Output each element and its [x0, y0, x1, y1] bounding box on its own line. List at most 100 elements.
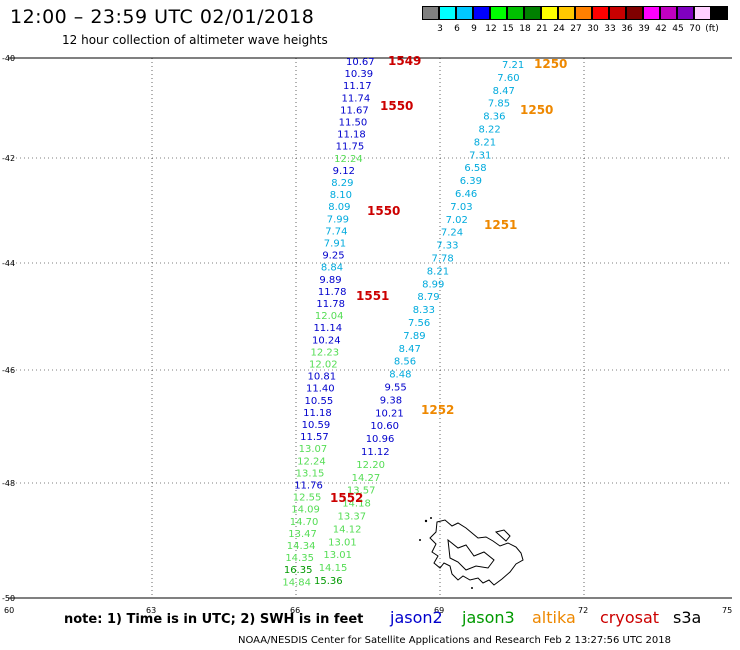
swh-observation: 8.36 — [483, 112, 505, 123]
color-scale-label: 24 — [553, 24, 565, 34]
orbit-labels: 1549 1550 1550 1551 1552 1250 1250 1251 1252 — [330, 54, 567, 505]
color-swatch — [677, 6, 694, 20]
swh-observation: 7.24 — [441, 228, 463, 239]
lon-label: 69 — [434, 606, 444, 615]
islet — [424, 519, 428, 523]
color-swatch — [660, 6, 677, 20]
swh-observation: 8.10 — [330, 190, 352, 201]
color-swatch — [626, 6, 643, 20]
color-swatch — [592, 6, 609, 20]
color-swatch — [490, 6, 507, 20]
map-subtitle: 12 hour collection of altimeter wave hei… — [62, 33, 328, 47]
swh-observation: 8.84 — [321, 263, 343, 274]
swh-observation: 12.23 — [310, 347, 339, 358]
orbit-number-label: 1250 — [520, 103, 553, 117]
color-swatch — [711, 6, 728, 20]
swh-observation: 13.01 — [323, 550, 352, 561]
swh-observation: 14.12 — [333, 524, 362, 535]
swh-observation: 8.48 — [389, 370, 411, 381]
swh-observation: 13.57 — [347, 486, 376, 497]
swh-observation: 12.02 — [309, 360, 338, 371]
island-peninsula — [494, 529, 511, 542]
swh-observation: 8.09 — [328, 202, 350, 213]
track-west: 10.6710.3911.1711.7411.6711.5011.1811.75… — [282, 57, 374, 588]
color-swatch — [643, 6, 660, 20]
footnote: note: 1) Time is in UTC; 2) SWH is in fe… — [64, 612, 364, 627]
swh-observation: 7.33 — [436, 241, 458, 252]
color-swatch — [473, 6, 490, 20]
color-swatch — [524, 6, 541, 20]
swh-observation: 10.96 — [366, 434, 395, 445]
swh-observation: 8.29 — [331, 178, 353, 189]
swh-observation: 8.21 — [427, 266, 449, 277]
swh-observation: 8.33 — [413, 305, 435, 316]
lon-label: 63 — [146, 606, 156, 615]
credit-line: NOAA/NESDIS Center for Satellite Applica… — [238, 635, 671, 646]
swh-observation: 9.25 — [322, 251, 344, 262]
track-east: 7.217.608.477.858.368.228.217.316.586.39… — [314, 60, 524, 587]
swh-observation: 10.60 — [370, 421, 399, 432]
swh-observation: 7.31 — [469, 150, 491, 161]
swh-observation: 11.14 — [313, 323, 342, 334]
lat-label: -40 — [2, 54, 15, 63]
swh-observation: 10.81 — [308, 372, 337, 383]
island-coastline — [429, 519, 524, 586]
swh-observation: 10.24 — [312, 335, 341, 346]
swh-observation: 7.02 — [446, 215, 468, 226]
swh-observation: 11.57 — [300, 432, 329, 443]
color-scale-label: 30 — [587, 24, 599, 34]
swh-observation: 13.47 — [288, 529, 317, 540]
swh-observation: 11.75 — [336, 142, 365, 153]
swh-observation: 7.78 — [432, 254, 454, 265]
swh-observation: 8.21 — [474, 137, 496, 148]
color-scale-label: 9 — [471, 24, 477, 34]
swh-observation: 9.89 — [319, 275, 341, 286]
swh-observation: 12.24 — [297, 456, 326, 467]
swh-observation: 6.58 — [464, 163, 486, 174]
swh-observation: 11.50 — [339, 118, 368, 129]
islet — [430, 517, 432, 519]
orbit-number-label: 1250 — [534, 57, 567, 71]
color-swatch — [439, 6, 456, 20]
swh-observation: 13.37 — [338, 512, 367, 523]
color-scale-label: 39 — [638, 24, 650, 34]
color-scale-label: (ft) — [705, 24, 719, 34]
lon-label: 60 — [4, 606, 14, 615]
lon-label: 72 — [578, 606, 588, 615]
swh-observation: 7.89 — [403, 331, 425, 342]
orbit-number-label: 1550 — [380, 99, 413, 113]
color-swatch — [507, 6, 524, 20]
swh-observation: 12.04 — [315, 311, 344, 322]
swh-observation: 12.55 — [293, 493, 322, 504]
longitude-labels: 60 63 66 69 72 75 — [4, 606, 732, 615]
color-scale-label: 36 — [621, 24, 633, 34]
swh-observation: 7.21 — [502, 60, 524, 71]
lat-label: -50 — [2, 594, 15, 603]
swh-observation: 8.79 — [417, 292, 439, 303]
swh-observation: 11.18 — [337, 130, 366, 141]
swh-observation: 10.21 — [375, 408, 404, 419]
kerguelen-island-outline — [419, 517, 524, 589]
swh-observation: 6.46 — [455, 189, 477, 200]
swh-observation: 7.91 — [324, 239, 346, 250]
swh-observation: 14.34 — [287, 541, 316, 552]
color-scale-label: 27 — [570, 24, 582, 34]
lon-label: 75 — [722, 606, 732, 615]
swh-observation: 11.78 — [318, 287, 347, 298]
orbit-number-label: 1550 — [367, 204, 400, 218]
color-scale-label: 3 — [437, 24, 443, 34]
legend-jason2: jason2 — [390, 608, 443, 627]
swh-observation: 7.60 — [497, 73, 519, 84]
swh-observation: 16.35 — [284, 565, 313, 576]
map-title: 12:00 – 23:59 UTC 02/01/2018 — [10, 6, 315, 28]
swh-observation: 8.99 — [422, 279, 444, 290]
map-frame — [8, 57, 732, 599]
lat-label: -42 — [2, 154, 15, 163]
color-swatch — [558, 6, 575, 20]
lat-label: -44 — [2, 259, 15, 268]
swh-observation: 13.15 — [296, 468, 325, 479]
map-grid — [8, 58, 732, 598]
orbit-number-label: 1251 — [484, 218, 517, 232]
color-scale-label: 42 — [655, 24, 667, 34]
swh-observation: 11.67 — [340, 105, 369, 116]
